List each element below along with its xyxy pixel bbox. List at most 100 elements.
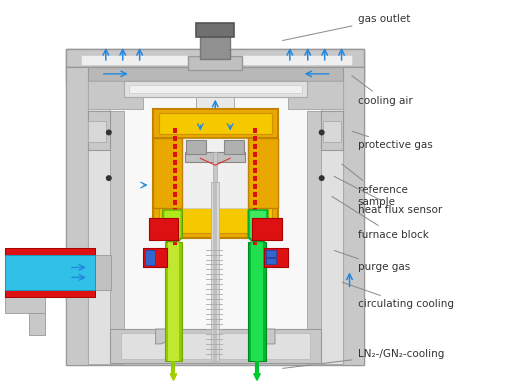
Bar — [66, 67, 88, 365]
Bar — [323, 120, 340, 142]
Bar — [253, 160, 257, 165]
Bar — [81, 55, 352, 65]
Bar — [253, 216, 257, 221]
Bar — [159, 113, 272, 233]
Text: protective gas: protective gas — [352, 131, 432, 150]
Bar — [110, 111, 124, 364]
Bar — [186, 152, 245, 162]
Bar — [253, 232, 257, 237]
Bar — [110, 329, 321, 363]
Bar — [129, 85, 302, 93]
Bar — [149, 218, 179, 240]
Circle shape — [319, 175, 325, 181]
Bar — [253, 200, 257, 205]
Bar — [81, 63, 352, 361]
Bar — [253, 168, 257, 173]
Bar — [253, 240, 257, 245]
Text: heat flux sensor: heat flux sensor — [334, 176, 442, 215]
Bar — [253, 184, 257, 189]
Text: furnace block: furnace block — [332, 196, 428, 240]
Bar — [173, 144, 178, 149]
Bar — [253, 192, 257, 197]
Bar — [5, 247, 95, 254]
Bar — [213, 182, 217, 361]
Bar — [121, 333, 310, 359]
Bar — [5, 297, 45, 313]
Bar — [224, 141, 244, 154]
Bar — [173, 192, 178, 197]
Bar — [173, 160, 178, 165]
Bar — [288, 81, 343, 108]
Bar — [173, 224, 178, 229]
Text: reference
sample: reference sample — [342, 164, 407, 207]
Bar — [164, 242, 182, 361]
Bar — [88, 111, 110, 150]
Bar — [253, 136, 257, 141]
Bar — [187, 141, 206, 154]
Polygon shape — [250, 211, 266, 240]
Polygon shape — [164, 211, 180, 240]
Bar — [253, 129, 257, 134]
Bar — [124, 81, 307, 97]
Bar — [5, 290, 95, 297]
Bar — [173, 232, 178, 237]
Bar — [321, 81, 343, 364]
Bar — [173, 168, 178, 173]
Text: cooling air: cooling air — [352, 76, 412, 106]
Bar — [143, 247, 167, 267]
Bar — [5, 254, 95, 290]
Bar — [95, 254, 111, 290]
Bar — [264, 247, 288, 267]
Bar — [153, 139, 182, 208]
Bar — [281, 81, 321, 364]
Bar — [248, 242, 266, 361]
Bar — [173, 176, 178, 181]
Bar — [110, 81, 150, 364]
Bar — [88, 120, 106, 142]
Circle shape — [319, 129, 325, 135]
Bar — [248, 139, 278, 208]
Bar — [173, 152, 178, 157]
Bar — [153, 108, 278, 139]
Bar — [173, 240, 178, 245]
Bar — [253, 144, 257, 149]
Bar — [343, 67, 365, 365]
Polygon shape — [155, 329, 175, 344]
Bar — [266, 257, 276, 264]
Bar — [253, 152, 257, 157]
Bar — [211, 182, 219, 361]
Text: LN₂-/GN₂-cooling: LN₂-/GN₂-cooling — [282, 349, 444, 368]
Bar — [266, 250, 276, 257]
Bar — [88, 81, 143, 108]
Bar — [253, 176, 257, 181]
Bar — [66, 49, 365, 365]
Bar — [29, 313, 45, 335]
Bar — [213, 152, 217, 182]
Bar — [251, 242, 263, 361]
Bar — [197, 97, 234, 144]
Bar — [307, 111, 321, 364]
Polygon shape — [255, 329, 275, 344]
Bar — [253, 224, 257, 229]
Bar — [188, 56, 242, 70]
Bar — [153, 108, 278, 238]
Bar — [173, 200, 178, 205]
Bar — [66, 49, 365, 67]
Bar — [173, 136, 178, 141]
Bar — [175, 129, 255, 208]
Text: purge gas: purge gas — [334, 251, 410, 273]
Bar — [5, 247, 95, 297]
Bar — [173, 208, 178, 213]
Bar — [197, 23, 234, 37]
Bar — [200, 29, 230, 59]
Circle shape — [106, 175, 112, 181]
Bar — [253, 208, 257, 213]
Polygon shape — [162, 210, 182, 242]
Bar — [173, 129, 178, 134]
Bar — [159, 113, 272, 134]
Bar — [173, 216, 178, 221]
Polygon shape — [248, 210, 268, 242]
Text: gas outlet: gas outlet — [282, 14, 410, 41]
Bar — [168, 242, 180, 361]
Bar — [88, 81, 110, 364]
